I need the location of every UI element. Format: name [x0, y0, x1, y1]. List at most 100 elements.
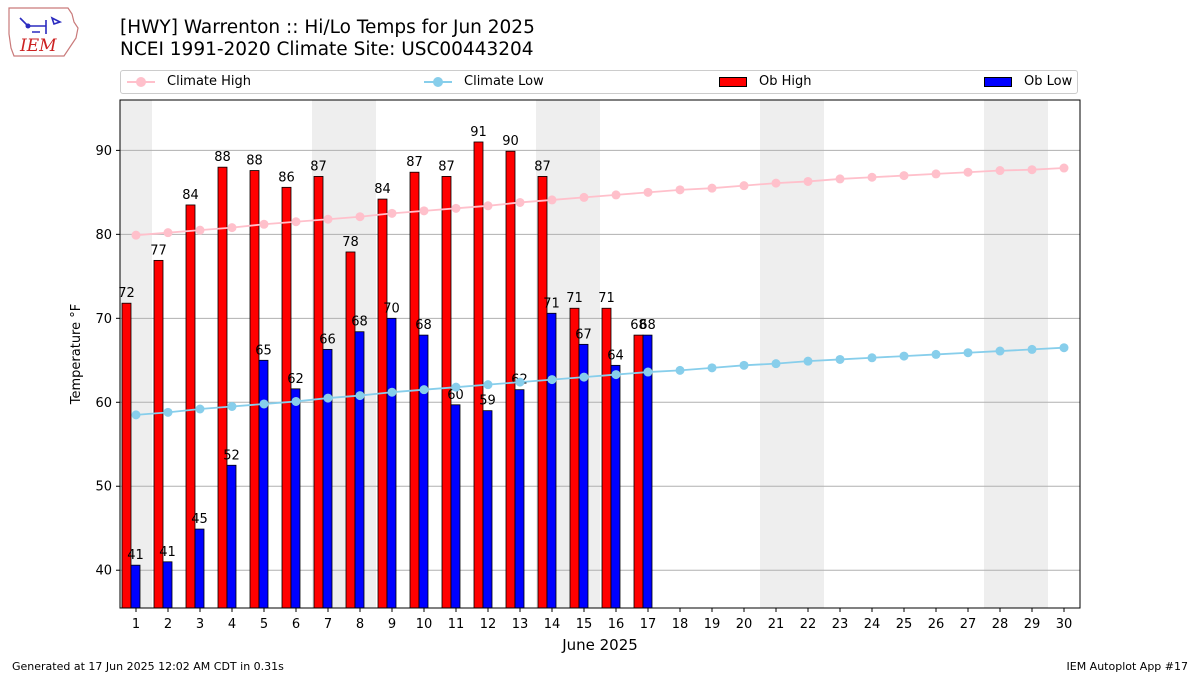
ob-low-label-15: 67	[575, 327, 592, 342]
ob-low-bar-7	[322, 348, 333, 609]
climate-high-point-21	[771, 178, 781, 188]
weekend-band-15	[568, 100, 600, 608]
climate-high-line	[135, 167, 1065, 237]
title-line-2: NCEI 1991-2020 Climate Site: USC00443204	[120, 39, 534, 60]
climate-high-point-16	[611, 190, 621, 200]
ytick-label-40: 40	[95, 564, 112, 579]
ob-high-bar-5	[249, 170, 260, 609]
ob-low-label-8: 68	[351, 315, 368, 330]
ob-low-bar-16	[610, 364, 621, 609]
legend-climate-low-label: Climate Low	[464, 74, 544, 89]
title-line-1: [HWY] Warrenton :: Hi/Lo Temps for Jun 2…	[120, 17, 535, 38]
ob-high-bar-4	[217, 166, 228, 609]
legend-ob-high-marker	[719, 76, 747, 87]
weekend-band-29	[1016, 100, 1048, 608]
x-axis-label: June 2025	[561, 636, 638, 654]
xtick-label-5: 5	[260, 617, 268, 632]
xtick-label-30: 30	[1056, 617, 1073, 632]
ytick-label-80: 80	[95, 228, 112, 243]
ob-high-label-9: 84	[374, 182, 391, 197]
ob-high-bar-8	[345, 251, 356, 609]
ob-high-label-5: 88	[246, 154, 263, 169]
climate-high-point-6	[291, 217, 301, 227]
ob-high-bar-1	[121, 302, 132, 609]
climate-high-point-1	[131, 230, 141, 240]
xtick-label-29: 29	[1024, 617, 1041, 632]
climate-low-point-22	[803, 356, 813, 366]
ob-low-label-14: 71	[543, 296, 560, 311]
ob-low-label-11: 60	[447, 388, 464, 403]
ob-high-label-4: 88	[214, 150, 231, 165]
xtick-label-9: 9	[388, 617, 396, 632]
ob-high-bar-6	[281, 186, 292, 609]
climate-high-point-2	[163, 228, 173, 238]
weekend-band-14	[536, 100, 568, 608]
ob-high-label-3: 84	[182, 188, 199, 203]
xtick-label-10: 10	[416, 617, 433, 632]
ob-low-bar-2	[162, 561, 173, 609]
climate-low-point-19	[707, 363, 717, 373]
climate-low-point-10	[419, 385, 429, 395]
climate-high-point-26	[931, 169, 941, 179]
climate-high-point-11	[451, 203, 461, 213]
ytick-label-50: 50	[95, 480, 112, 495]
ob-high-bar-17	[633, 334, 644, 609]
climate-low-point-12	[483, 380, 493, 390]
legend: Climate High Climate Low Ob High Ob Low	[120, 70, 1078, 94]
ob-high-bar-2	[153, 259, 164, 609]
ob-high-label-11: 87	[438, 159, 455, 174]
ob-high-label-10: 87	[406, 155, 423, 170]
weekend-band-21	[760, 100, 792, 608]
ob-high-bar-16	[601, 307, 612, 609]
ytick-label-90: 90	[95, 144, 112, 159]
climate-low-point-2	[163, 407, 173, 417]
climate-high-point-30	[1059, 163, 1069, 173]
ob-low-label-3: 45	[191, 512, 208, 527]
xtick-label-2: 2	[164, 617, 172, 632]
ob-high-label-1: 72	[118, 286, 135, 301]
climate-high-point-3	[195, 225, 205, 235]
legend-ob-low-label: Ob Low	[1024, 74, 1073, 89]
weekend-band-28	[984, 100, 1016, 608]
climate-high-point-28	[995, 166, 1005, 176]
climate-high-point-23	[835, 174, 845, 184]
weekend-band-1	[120, 100, 152, 608]
ob-low-bar-11	[450, 404, 461, 609]
plot-frame	[119, 99, 1081, 609]
climate-low-point-14	[547, 375, 557, 385]
footer-app: IEM Autoplot App #17	[1066, 660, 1189, 673]
ob-low-label-5: 65	[255, 343, 272, 358]
legend-climate-high-marker	[127, 75, 155, 89]
climate-high-point-14	[547, 195, 557, 205]
xtick-label-8: 8	[356, 617, 364, 632]
ob-low-label-7: 66	[319, 332, 336, 347]
ob-high-bar-10	[409, 171, 420, 609]
climate-low-point-6	[291, 396, 301, 406]
ob-low-bar-9	[386, 317, 397, 609]
xtick-label-12: 12	[480, 617, 497, 632]
ob-low-label-17: 68	[639, 318, 656, 333]
xtick-label-15: 15	[576, 617, 593, 632]
ob-low-bar-8	[354, 331, 365, 609]
climate-high-point-22	[803, 176, 813, 186]
ob-low-bar-13	[514, 389, 525, 609]
climate-high-point-13	[515, 197, 525, 207]
climate-low-point-20	[739, 360, 749, 370]
climate-low-point-7	[323, 393, 333, 403]
xtick-label-27: 27	[960, 617, 977, 632]
climate-low-point-8	[355, 391, 365, 401]
xtick-label-11: 11	[448, 617, 465, 632]
ob-high-bar-3	[185, 204, 196, 609]
climate-high-point-25	[899, 171, 909, 181]
climate-low-point-3	[195, 404, 205, 414]
climate-low-point-13	[515, 377, 525, 387]
ob-low-label-1: 41	[127, 548, 144, 563]
legend-ob-high-label: Ob High	[759, 74, 812, 89]
climate-low-point-25	[899, 351, 909, 361]
climate-low-point-29	[1027, 344, 1037, 354]
climate-low-point-4	[227, 401, 237, 411]
xtick-label-7: 7	[324, 617, 332, 632]
climate-high-point-17	[643, 187, 653, 197]
ob-low-bar-1	[130, 564, 141, 609]
